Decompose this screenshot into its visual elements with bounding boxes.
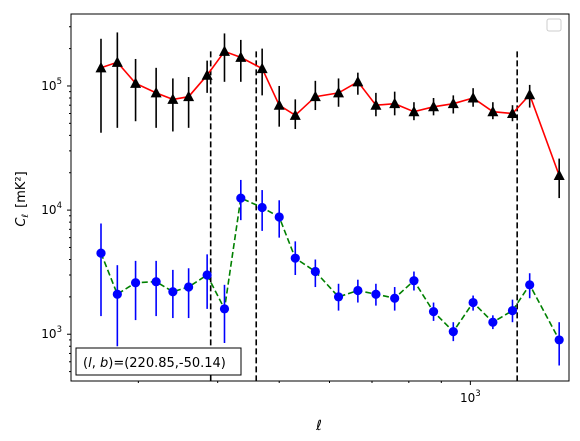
data-point-circle — [468, 297, 478, 308]
data-point-triangle — [95, 61, 107, 73]
data-point-triangle — [167, 93, 179, 104]
y-tick-label-exp: 4 — [57, 201, 62, 211]
y-tick-label: 104 — [41, 201, 62, 217]
data-point-circle — [448, 327, 458, 337]
data-point-circle — [112, 289, 122, 299]
data-point-triangle — [183, 90, 195, 102]
data-point-triangle — [370, 99, 382, 110]
x-tick-label: 103 — [460, 389, 481, 405]
data-point-circle — [130, 278, 141, 288]
y-tick-label-base: 10 — [41, 79, 56, 93]
data-point-circle — [507, 306, 518, 316]
data-point-triangle — [553, 169, 565, 180]
x-axis-label: ℓ — [315, 418, 322, 434]
x-tick-label-base: 10 — [460, 391, 475, 405]
y-tick-label: 103 — [41, 325, 62, 341]
annotation-l: l — [88, 356, 92, 371]
data-point-circle — [353, 285, 363, 296]
data-point-circle — [219, 304, 230, 314]
data-point-triangle — [352, 75, 364, 87]
data-point-triangle — [289, 109, 301, 120]
data-point-circle — [257, 202, 267, 213]
data-point-triangle — [408, 105, 420, 117]
x-tick-label-exp: 3 — [475, 389, 480, 399]
data-point-circle — [428, 307, 439, 317]
y-tick-label-base: 10 — [41, 327, 56, 341]
data-point-triangle — [235, 51, 247, 62]
annotation-open: ( — [83, 356, 88, 371]
data-point-triangle — [130, 77, 142, 88]
data-point-triangle — [428, 100, 440, 112]
y-tick-label-exp: 3 — [57, 325, 62, 335]
data-point-circle — [371, 289, 381, 299]
annotation-box: (l, b)=(220.85,-50.14) — [75, 347, 242, 376]
annotation-close: ) — [108, 356, 113, 371]
annotation-value: =(220.85,-50.14) — [113, 356, 226, 371]
data-point-circle — [274, 212, 284, 222]
data-point-triangle — [524, 88, 536, 100]
data-point-circle — [168, 287, 178, 297]
data-point-circle — [236, 193, 246, 203]
legend-box — [546, 18, 562, 32]
data-point-triangle — [273, 99, 285, 110]
data-point-triangle — [333, 86, 345, 98]
data-point-circle — [310, 266, 320, 277]
data-point-circle — [184, 282, 194, 292]
data-point-triangle — [389, 97, 401, 109]
y-axis-label-unit: [mK²] — [14, 171, 29, 208]
axes-frame — [70, 13, 570, 382]
y-tick-label-exp: 5 — [57, 77, 62, 87]
data-point-triangle — [506, 107, 518, 119]
data-point-triangle — [218, 45, 230, 56]
data-point-triangle — [256, 62, 268, 74]
data-point-triangle — [487, 105, 499, 117]
data-point-circle — [202, 270, 212, 280]
annotation-b: b — [100, 356, 108, 371]
y-tick-label-base: 10 — [41, 203, 56, 217]
data-point-circle — [290, 253, 300, 263]
data-point-circle — [525, 280, 535, 290]
data-point-triangle — [309, 90, 321, 102]
data-point-circle — [554, 335, 564, 345]
annotation-comma: , — [92, 356, 100, 371]
data-point-triangle — [150, 86, 162, 98]
data-point-circle — [390, 293, 400, 303]
data-point-circle — [488, 317, 498, 327]
data-point-triangle — [447, 97, 459, 109]
y-axis-label-sub: ℓ — [21, 214, 31, 219]
data-point-circle — [96, 248, 106, 258]
plot-area — [95, 32, 565, 381]
data-point-triangle — [111, 56, 123, 67]
y-axis-label: Cℓ [mK²] — [14, 171, 31, 226]
data-point-circle — [333, 292, 344, 302]
y-tick-label: 105 — [41, 77, 62, 93]
data-point-circle — [409, 276, 419, 286]
data-point-triangle — [467, 91, 479, 103]
data-point-triangle — [201, 69, 213, 80]
svg-text:(l, b)=(220.85,-50.14): (l, b)=(220.85,-50.14) — [83, 356, 226, 371]
data-point-circle — [151, 277, 161, 287]
y-axis-label-symbol: C — [14, 217, 29, 227]
